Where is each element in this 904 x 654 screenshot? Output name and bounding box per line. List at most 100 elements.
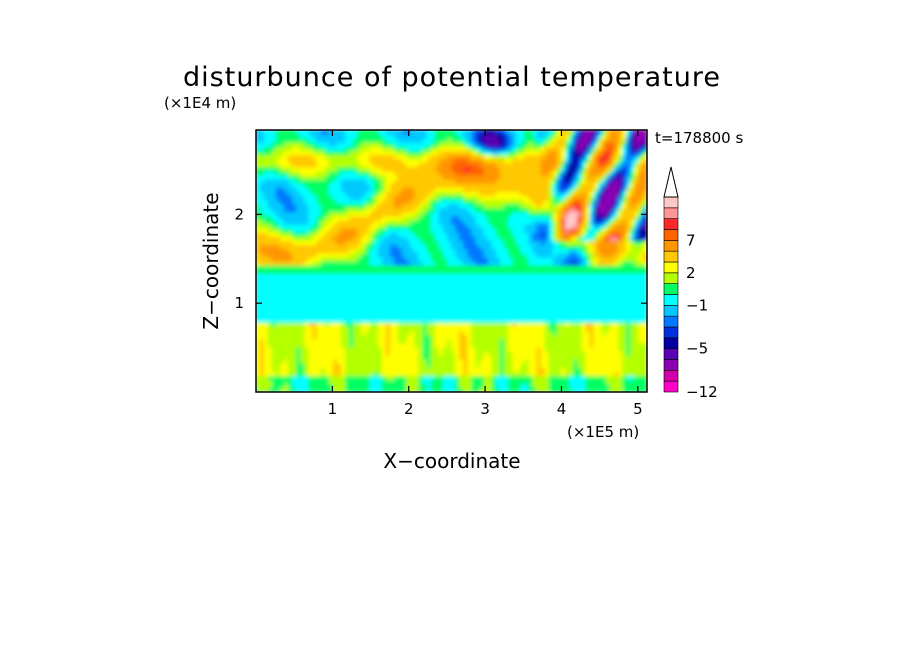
field-cell xyxy=(503,342,510,348)
field-cell xyxy=(353,383,359,389)
field-cell xyxy=(503,362,510,368)
field-cell xyxy=(434,264,440,270)
field-cell xyxy=(365,252,371,258)
field-cell xyxy=(430,154,436,160)
field-cell xyxy=(536,178,542,184)
field-cell xyxy=(381,190,387,196)
field-cell xyxy=(377,166,383,172)
field-cell xyxy=(471,149,477,156)
field-cell xyxy=(528,190,534,196)
field-cell xyxy=(393,264,400,270)
field-cell xyxy=(279,182,286,188)
field-cell xyxy=(491,350,497,356)
field-cell xyxy=(406,256,412,262)
field-cell xyxy=(312,342,318,348)
field-cell xyxy=(487,211,493,217)
field-cell xyxy=(312,207,318,213)
field-cell xyxy=(267,145,273,151)
field-cell xyxy=(324,178,330,184)
field-cell xyxy=(491,207,497,213)
field-cell xyxy=(406,207,412,213)
field-cell xyxy=(426,272,432,278)
field-cell xyxy=(259,207,265,213)
field-cell xyxy=(406,154,412,160)
field-cell xyxy=(524,309,530,315)
field-cell xyxy=(284,145,290,151)
field-cell xyxy=(467,207,473,213)
field-cell xyxy=(446,321,452,327)
field-cell xyxy=(540,362,546,368)
field-cell xyxy=(524,158,530,164)
field-cell xyxy=(499,219,505,225)
field-cell xyxy=(540,158,546,164)
field-cell xyxy=(451,203,457,209)
field-cell xyxy=(475,207,481,213)
field-cell xyxy=(426,321,432,327)
field-cell xyxy=(357,268,363,274)
field-cell xyxy=(552,293,558,299)
field-cell xyxy=(430,285,436,291)
field-cell xyxy=(267,149,273,156)
field-cell xyxy=(259,317,265,323)
field-cell xyxy=(532,346,538,352)
field-cell xyxy=(369,342,375,348)
field-cell xyxy=(438,309,444,315)
field-cell xyxy=(332,268,338,274)
field-cell xyxy=(479,256,485,262)
field-cell xyxy=(495,285,501,291)
field-cell xyxy=(304,350,310,356)
field-cell xyxy=(300,297,306,303)
field-cell xyxy=(418,330,424,336)
field-cell xyxy=(377,199,383,205)
field-cell xyxy=(422,285,428,291)
field-cell xyxy=(373,240,379,246)
field-cell xyxy=(385,280,391,287)
field-cell xyxy=(332,145,338,151)
field-cell xyxy=(487,371,493,377)
field-cell xyxy=(385,350,391,356)
field-cell xyxy=(365,264,371,270)
field-cell xyxy=(569,244,575,250)
field-cell xyxy=(434,387,440,392)
field-cell xyxy=(353,326,359,332)
field-cell xyxy=(373,227,379,233)
field-cell xyxy=(471,219,477,225)
field-cell xyxy=(320,362,326,368)
field-cell xyxy=(434,330,440,336)
field-cell xyxy=(512,379,518,385)
field-cell xyxy=(430,317,436,323)
field-cell xyxy=(520,317,526,323)
field-cell xyxy=(256,383,261,389)
field-cell xyxy=(430,170,436,176)
field-cell xyxy=(512,166,518,172)
field-cell xyxy=(308,162,314,168)
field-cell xyxy=(353,252,359,258)
field-cell xyxy=(495,346,501,352)
field-cell xyxy=(495,289,501,295)
field-cell xyxy=(357,162,363,168)
field-cell xyxy=(345,219,351,225)
field-cell xyxy=(422,174,428,180)
field-cell xyxy=(438,387,444,392)
field-cell xyxy=(320,149,326,156)
field-cell xyxy=(569,371,575,377)
field-cell xyxy=(434,354,440,360)
field-cell xyxy=(263,149,269,156)
field-cell xyxy=(324,186,330,192)
field-cell xyxy=(398,371,404,377)
field-cell xyxy=(284,301,290,307)
field-cell xyxy=(438,211,444,217)
field-cell xyxy=(467,158,473,164)
field-cell xyxy=(560,240,567,246)
field-cell xyxy=(361,362,367,368)
field-cell xyxy=(495,244,501,250)
field-cell xyxy=(410,130,416,135)
field-cell xyxy=(487,170,493,176)
field-cell xyxy=(455,264,461,270)
field-cell xyxy=(369,366,375,373)
field-cell xyxy=(475,215,481,221)
field-cell xyxy=(324,330,330,336)
field-cell xyxy=(418,326,424,332)
field-cell xyxy=(406,231,412,237)
field-cell xyxy=(536,268,542,274)
